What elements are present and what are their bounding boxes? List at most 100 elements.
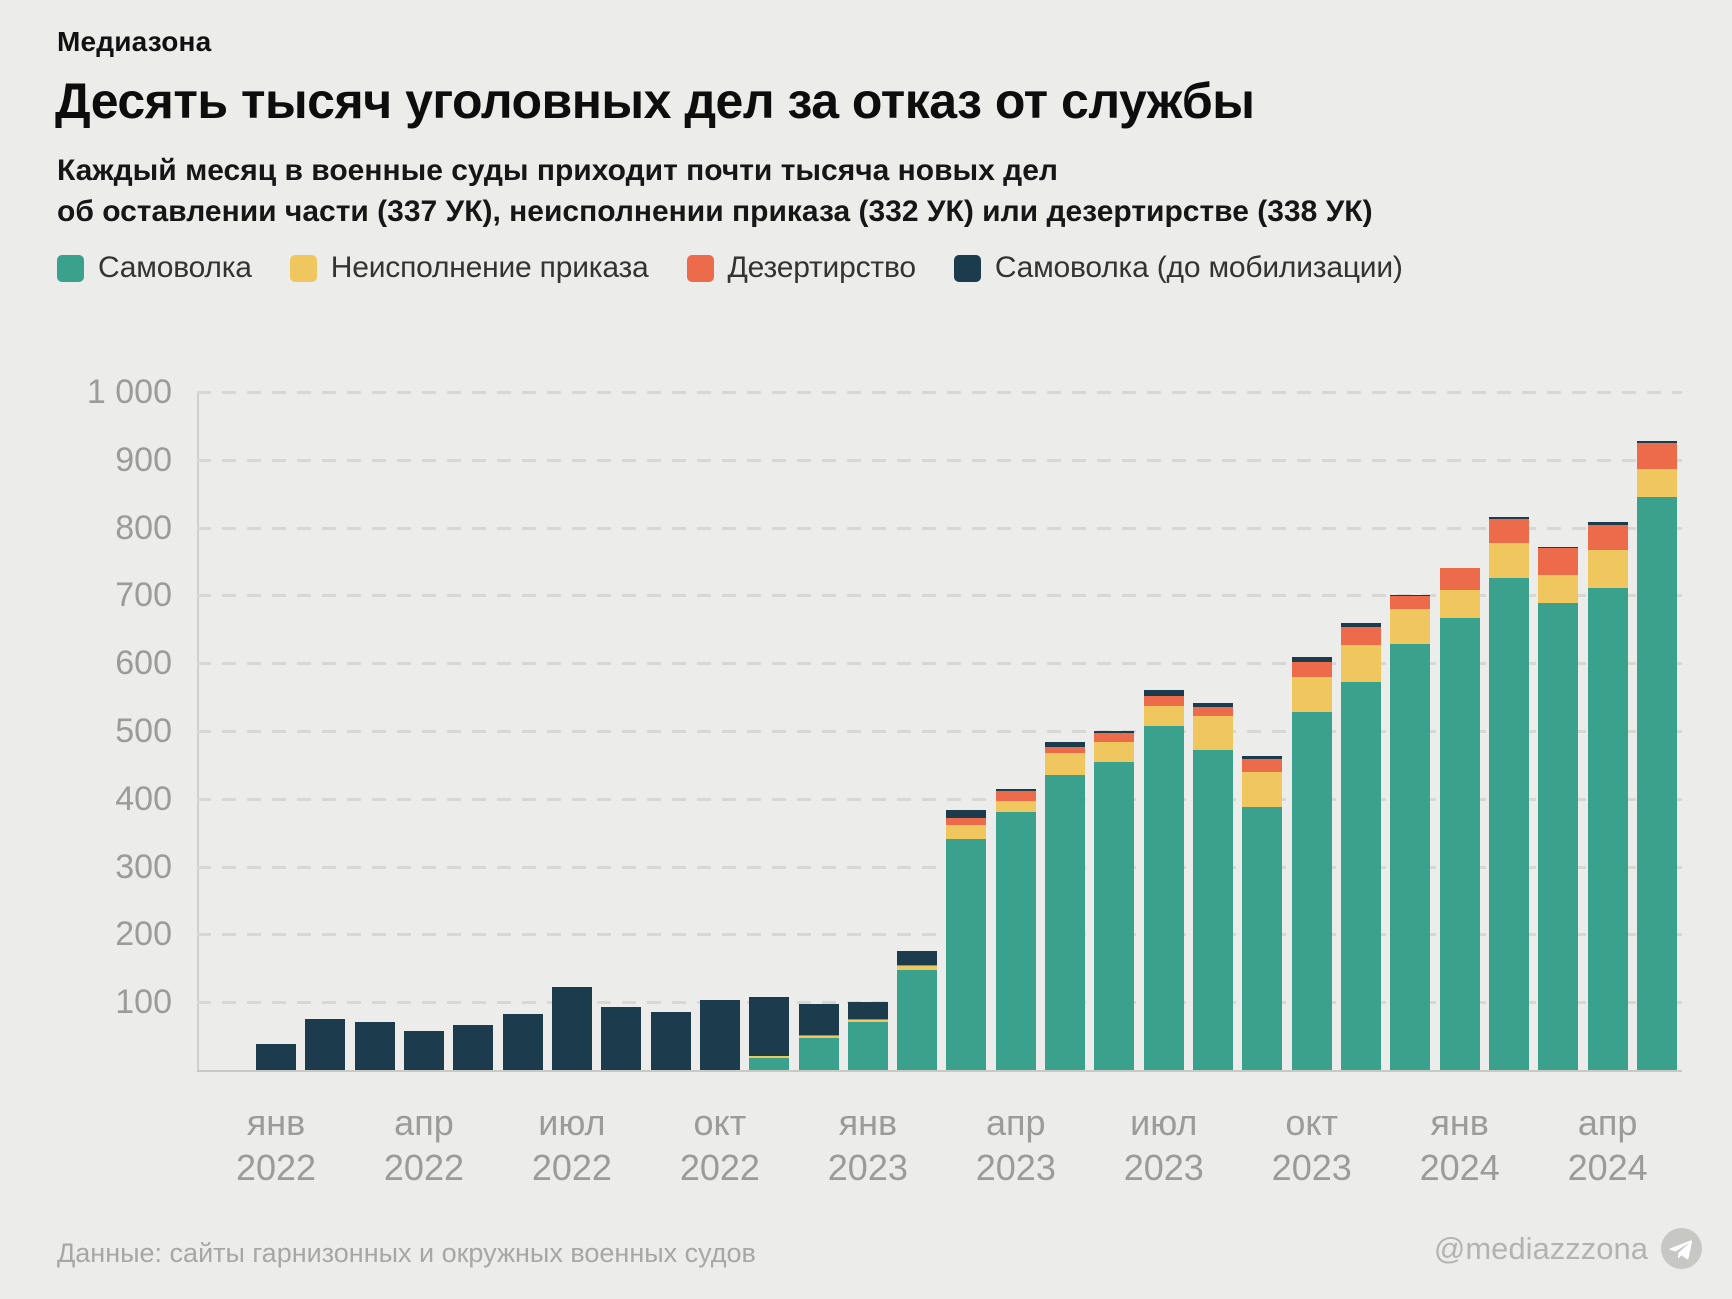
gridline-300 [197,865,1682,869]
bar-ноя-2023 [1341,623,1382,1070]
bar-segment-awol_pre [1094,731,1135,734]
bar-segment-awol_pre [798,1003,839,1036]
bar-segment-desertion [1587,524,1628,550]
bar-segment-order [1636,469,1677,498]
bar-фев-2024 [1489,517,1529,1070]
bar-segment-awol [1489,577,1529,1070]
bar-дек-2022 [798,1003,839,1070]
bar-янв-2024 [1439,568,1480,1070]
chart: 100 200 300 400 500 600 700 800 900 1 000 янв 2022… [0,375,1732,1188]
bar-segment-desertion [1439,568,1480,590]
bar-segment-desertion [1390,596,1431,609]
bar-segment-awol_pre [305,1019,346,1070]
bar-segment-awol_pre [650,1012,691,1070]
y-tick-label-700: 700 [115,576,172,615]
legend-item-order: Неисполнение приказа [289,251,649,285]
legend-label-awol: Самоволка [98,251,252,284]
bar-segment-awol_pre [1045,741,1086,748]
bar-segment-awol [798,1038,839,1070]
y-tick-label-1000: 1 000 [86,373,172,411]
bar-segment-awol_pre [502,1013,543,1070]
bar-дек-2023 [1390,595,1431,1070]
bar-segment-order [1242,771,1283,807]
y-tick-label-500: 500 [115,712,172,750]
bar-segment-awol_pre [1291,657,1332,662]
bar-май-2024 [1636,440,1677,1070]
gridline-700 [197,594,1682,598]
bar-segment-desertion [946,818,987,825]
bar-segment-order [1094,741,1135,762]
bar-segment-awol [1390,644,1431,1070]
bar-segment-awol [1242,806,1283,1070]
gridline-800 [197,526,1682,530]
y-tick-label-200: 200 [115,915,172,954]
bar-segment-desertion [1489,518,1529,543]
bar-segment-awol_pre [1636,440,1677,443]
bar-segment-awol_pre [1341,623,1382,628]
gridline-400 [197,797,1682,801]
social-handle: @mediazzzona [1434,1228,1702,1269]
bar-segment-awol [1341,682,1382,1070]
bar-segment-awol [1439,617,1480,1070]
bar-segment-awol [995,812,1036,1070]
bar-segment-order [749,1056,790,1058]
bar-segment-awol_pre [1489,517,1529,519]
x-tick-label-янв-2024: янв 2024 [1419,1102,1500,1188]
legend-item-awol: Самоволка [57,251,252,285]
subtitle-line-2: об оставлении части (337 УК), неисполнен… [57,195,1373,228]
gridline-600 [197,662,1682,666]
bar-segment-desertion [798,1035,839,1037]
bar-фев-2022 [305,1019,346,1070]
x-tick-label-окт-2023: окт 2023 [1271,1102,1352,1188]
gridline-500 [197,730,1682,733]
bar-фев-2023 [897,951,938,1070]
bar-segment-desertion [1341,627,1382,645]
legend-item-desertion: Дезертирство [686,251,916,285]
bar-segment-order [897,966,938,970]
bar-segment-awol_pre [1390,595,1431,597]
x-tick-label-окт-2022: окт 2022 [679,1102,760,1188]
bar-segment-order [995,800,1036,813]
legend-swatch-order [289,254,317,282]
bar-май-2022 [453,1025,494,1070]
bar-segment-awol_pre [453,1025,494,1070]
bar-segment-awol_pre [1143,690,1184,696]
telegram-icon [1661,1228,1702,1269]
data-source-note: Данные: сайты гарнизонных и окружных вое… [57,1238,756,1268]
bar-segment-awol_pre [699,1000,740,1070]
legend: Самоволка Неисполнение приказа Дезертирств… [57,251,1403,285]
legend-label-awol_pre: Самоволка (до мобилизации) [994,251,1403,284]
y-tick-label-400: 400 [115,779,172,818]
bar-мар-2022 [354,1021,395,1070]
bar-segment-awol [1636,497,1677,1070]
bar-segment-desertion [1193,706,1234,717]
telegram-handle-text: @mediazzzona [1433,1230,1648,1266]
bar-окт-2022 [699,1000,740,1070]
bar-июл-2022 [551,987,592,1070]
brand-logo: Медиазона [57,26,212,57]
x-tick-label-апр-2022: апр 2022 [383,1102,464,1188]
bar-segment-awol_pre [551,987,592,1070]
bar-segment-awol_pre [897,951,938,965]
bar-окт-2023 [1291,657,1332,1070]
bar-segment-order [1489,542,1529,578]
bar-segment-desertion [1242,759,1283,772]
bar-segment-awol_pre [847,1001,888,1020]
x-tick-label-июл-2023: июл 2023 [1123,1102,1204,1188]
bar-segment-order [1193,716,1234,750]
bar-segment-awol_pre [403,1030,444,1070]
bar-segment-desertion [1094,733,1135,742]
bar-segment-order [1538,575,1579,603]
bar-segment-awol_pre [1193,702,1234,707]
bar-segment-awol [1193,749,1234,1070]
legend-swatch-desertion [686,254,714,282]
bar-segment-order [1291,676,1332,713]
bar-segment-desertion [1291,661,1332,677]
bar-segment-awol [1094,761,1135,1070]
bar-segment-awol [749,1057,790,1070]
bar-segment-order [1045,752,1086,776]
page-title: Десять тысяч уголовных дел за отказ от с… [55,73,1255,129]
gridline-1000 [197,391,1682,394]
bar-июн-2023 [1094,731,1135,1070]
